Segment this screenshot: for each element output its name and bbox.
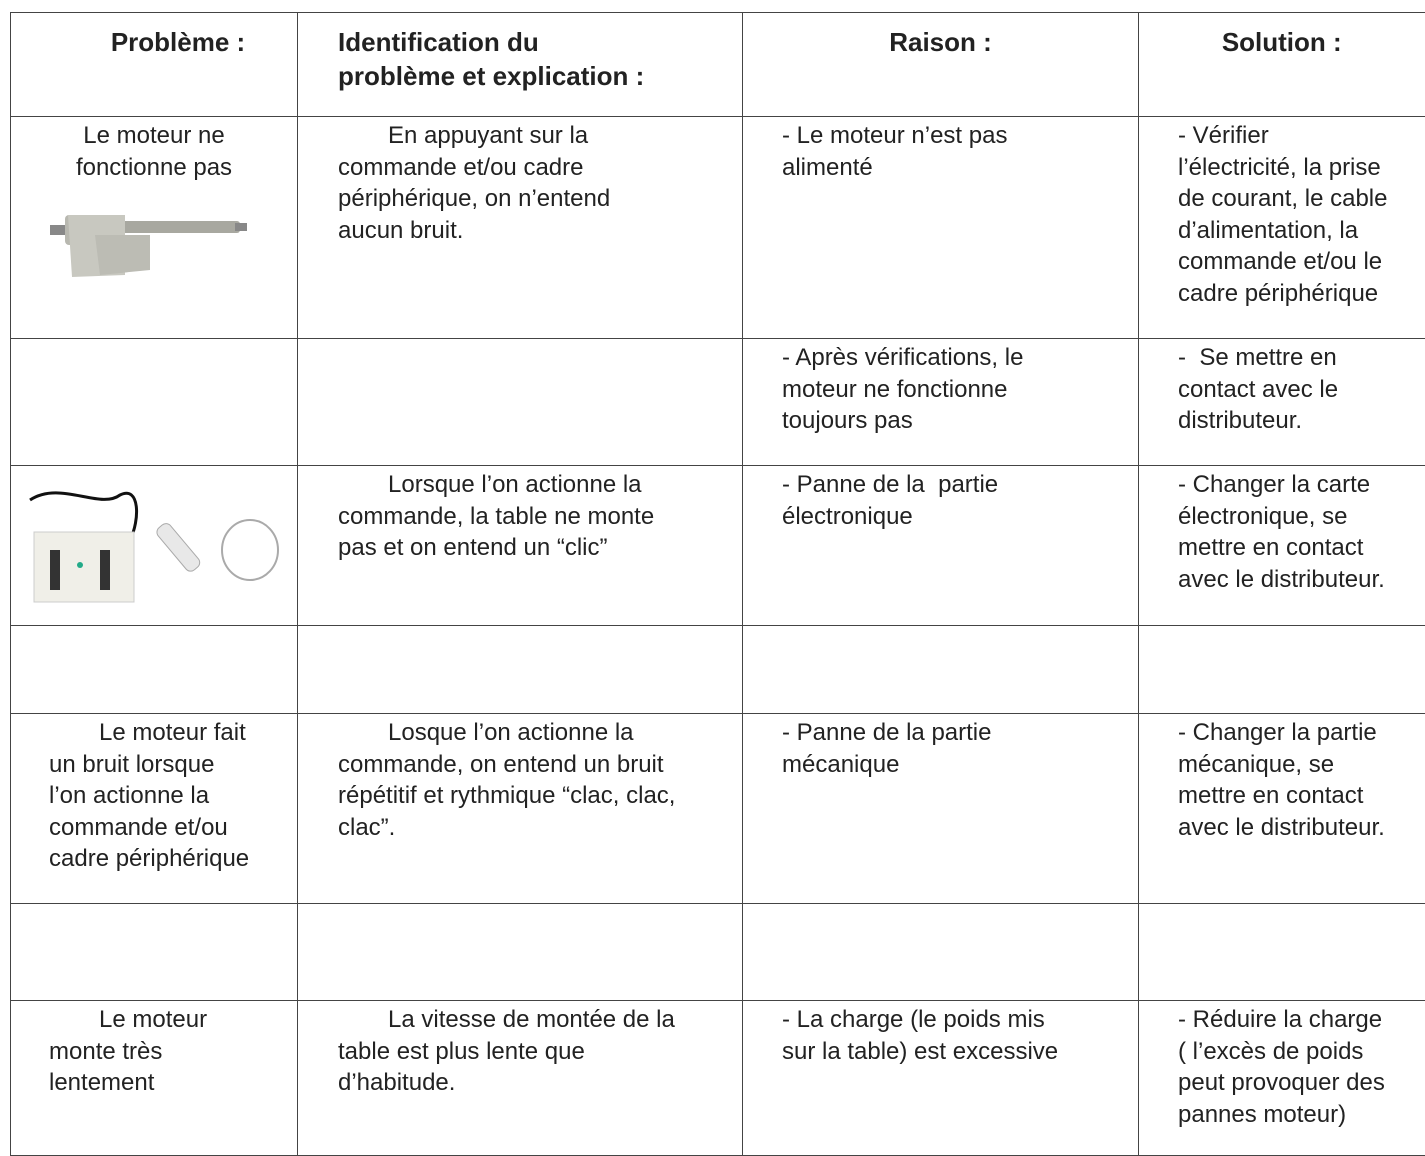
table-cell: - Changer la partie mécanique, se mettre e… — [1138, 713, 1425, 904]
cell-line: pannes moteur) — [1178, 1100, 1347, 1128]
table-cell — [297, 903, 742, 1001]
cell-line: Problème : — [110, 27, 246, 57]
table-cell — [742, 625, 1138, 714]
cell-line: sur la table) est excessive — [782, 1037, 1059, 1065]
table-cell: - Réduire la charge ( l’excès de poids peu… — [1138, 1000, 1425, 1156]
cell-line: commande, la table ne monte — [338, 502, 655, 530]
cell-line: mécanique, se — [1178, 750, 1335, 778]
table-cell — [10, 625, 297, 714]
cell-line: ( l’excès de poids — [1178, 1037, 1364, 1065]
cell-line: - Panne de la partie — [782, 471, 999, 498]
header-cell: Identification du problème et explication… — [297, 12, 742, 117]
cell-line: Solution : — [1221, 27, 1342, 57]
table-cell: - Panne de la partie électronique — [742, 465, 1138, 626]
cell-line: - Panne de la partie — [782, 719, 992, 746]
cell-line: - Le moteur n’est pas — [782, 122, 1008, 149]
table-cell — [742, 903, 1138, 1001]
header-cell: Raison : — [742, 12, 1138, 117]
cell-line: distributeur. — [1178, 407, 1303, 434]
table-cell: - Vérifier l’électricité, la prise de cour… — [1138, 116, 1425, 339]
cell-line: clac”. — [338, 813, 396, 841]
cell-line: problème et explication : — [338, 61, 645, 91]
cell-line: commande et/ou le — [1178, 248, 1383, 275]
cell-line: cadre périphérique — [49, 845, 250, 872]
table-cell: Losque l’on actionne la commande, on ente… — [297, 713, 742, 904]
cell-line: alimenté — [782, 153, 873, 181]
cell-line: de courant, le cable — [1178, 185, 1388, 212]
cell-line: avec le distributeur. — [1178, 813, 1385, 841]
cell-line: un bruit lorsque — [49, 750, 215, 778]
table-cell: - Après vérifications, le moteur ne fonct… — [742, 338, 1138, 466]
cell-line: l’on actionne la — [49, 782, 210, 809]
remote-image — [29, 491, 279, 603]
cell-line: Lorsque l’on actionne la — [388, 471, 642, 498]
cell-line: mettre en contact — [1178, 534, 1364, 561]
cell-line: cadre périphérique — [1178, 279, 1379, 307]
cell-line: aucun bruit. — [338, 216, 464, 244]
table-cell: Le moteur monte très lentement — [10, 1000, 297, 1156]
cell-line: commande et/ou — [49, 813, 228, 841]
cell-line: contact avec le — [1178, 375, 1339, 403]
header-cell: Problème : — [10, 12, 297, 117]
cell-line: - La charge (le poids mis — [782, 1006, 1045, 1033]
table-cell: - Changer la carte électronique, se mettre… — [1138, 465, 1425, 626]
table-cell: - Le moteur n’est pas alimenté — [742, 116, 1138, 339]
table-cell: Lorsque l’on actionne la commande, la tab… — [297, 465, 742, 626]
cell-line: périphérique, on n’entend — [338, 185, 611, 212]
table-cell — [297, 625, 742, 714]
table-cell: La vitesse de montée de la table est plus… — [297, 1000, 742, 1156]
cell-line: fonctionne pas — [75, 153, 233, 181]
cell-line: commande, on entend un bruit — [338, 750, 664, 778]
table-cell: Le moteur ne fonctionne pas — [10, 116, 297, 339]
cell-line: - Après vérifications, le — [782, 344, 1024, 371]
cell-line: électronique — [782, 502, 913, 530]
cell-line: table est plus lente que — [338, 1037, 585, 1065]
cell-line: - Réduire la charge — [1178, 1006, 1383, 1033]
cell-line: monte très — [49, 1037, 163, 1065]
cell-line: toujours pas — [782, 407, 913, 434]
table-cell: - Se mettre en contact avec le distributeu… — [1138, 338, 1425, 466]
cell-line: - Changer la partie — [1178, 719, 1377, 746]
cell-line: mécanique — [782, 750, 900, 778]
cell-line: lentement — [49, 1069, 155, 1096]
header-cell: Solution : — [1138, 12, 1425, 117]
cell-line: En appuyant sur la — [388, 122, 589, 149]
table-cell: - Panne de la partie mécanique — [742, 713, 1138, 904]
cell-line: - Vérifier — [1178, 122, 1269, 149]
cell-line: moteur ne fonctionne — [782, 375, 1008, 403]
cell-line: électronique, se — [1178, 502, 1348, 530]
table-cell — [10, 338, 297, 466]
table-cell — [10, 465, 297, 626]
cell-line: répétitif et rythmique “clac, clac, — [338, 782, 676, 809]
table-cell: En appuyant sur la commande et/ou cadre pé… — [297, 116, 742, 339]
table-cell: - La charge (le poids mis sur la table) e… — [742, 1000, 1138, 1156]
cell-line: mettre en contact — [1178, 782, 1364, 809]
cell-line: avec le distributeur. — [1178, 565, 1385, 593]
cell-line: peut provoquer des — [1178, 1069, 1385, 1096]
cell-line: Losque l’on actionne la — [388, 719, 634, 746]
cell-line: - Changer la carte — [1178, 471, 1371, 498]
table-cell — [297, 338, 742, 466]
cell-line: - Se mettre en — [1178, 344, 1337, 371]
motor-image — [50, 215, 247, 277]
cell-line: Identification du — [338, 27, 539, 57]
cell-line: Le moteur fait — [99, 719, 246, 746]
table-cell — [1138, 903, 1425, 1001]
table-cell: Le moteur fait un bruit lorsque l’on actio… — [10, 713, 297, 904]
cell-line: commande et/ou cadre — [338, 153, 584, 181]
cell-line: d’habitude. — [338, 1069, 456, 1096]
cell-line: l’électricité, la prise — [1178, 153, 1381, 181]
table-cell — [10, 903, 297, 1001]
cell-line: Raison : — [889, 27, 992, 57]
table-cell — [1138, 625, 1425, 714]
cell-line: La vitesse de montée de la — [388, 1006, 675, 1033]
cell-line: pas et on entend un “clic” — [338, 534, 608, 561]
cell-line: d’alimentation, la — [1178, 216, 1359, 244]
cell-line: Le moteur — [99, 1006, 208, 1033]
cell-line: Le moteur ne — [83, 122, 225, 149]
